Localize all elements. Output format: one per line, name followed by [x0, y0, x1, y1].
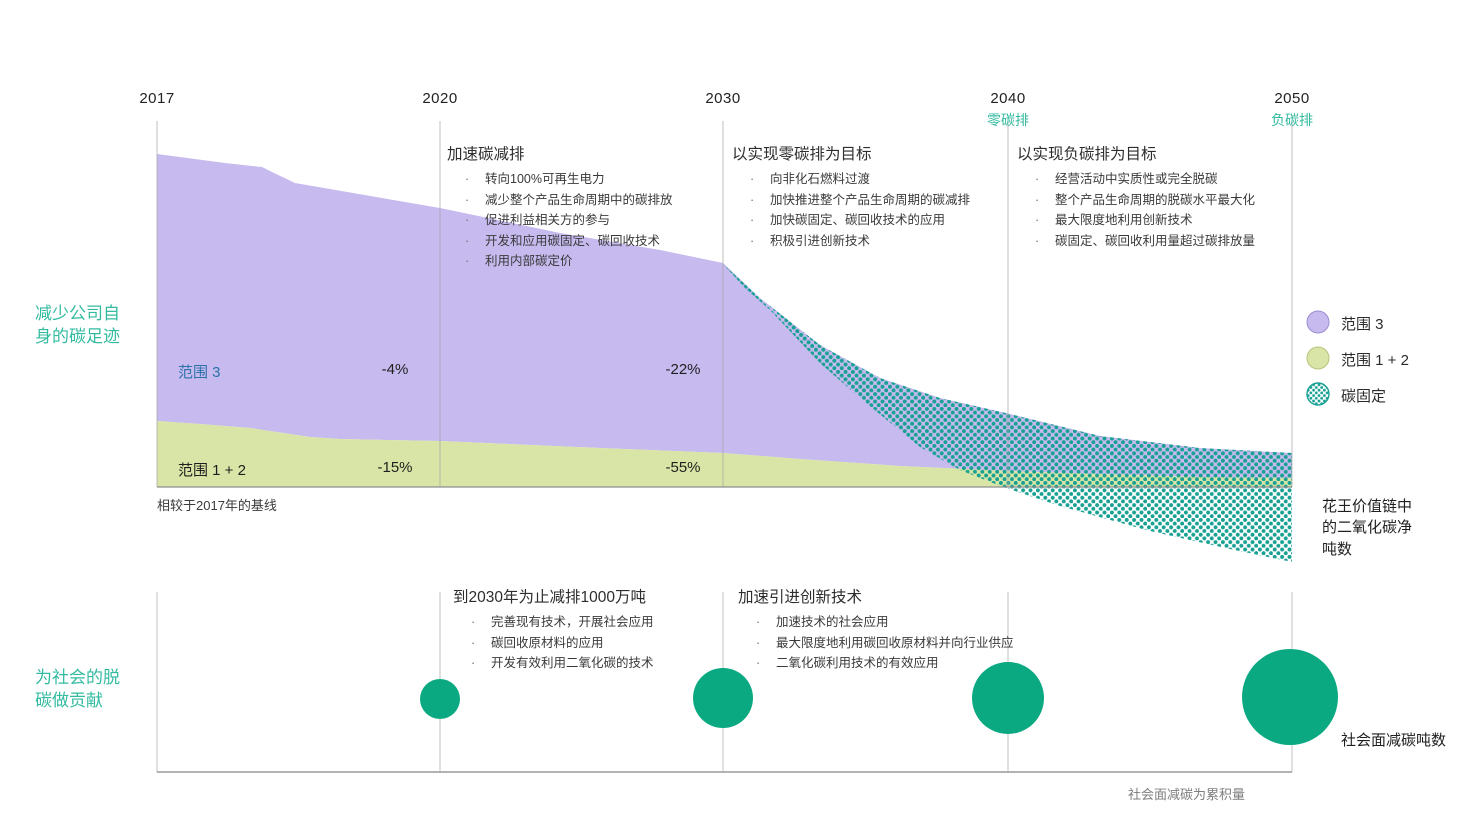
- baseline-note: 相较于2017年的基线: [157, 498, 277, 513]
- bullet-item: 最大限度地利用创新技术: [1017, 210, 1307, 231]
- bullet-item: 碳回收原材料的应用: [453, 633, 743, 654]
- section-title: 到2030年为止减排1000万吨: [453, 589, 646, 606]
- bullet-item: 利用内部碳定价: [447, 251, 737, 272]
- society-bubble-2040: [972, 662, 1044, 734]
- scope12-reduction-2020: -15%: [377, 459, 413, 476]
- bullet-item: 经营活动中实质性或完全脱碳: [1017, 169, 1307, 190]
- bullet-item: 最大限度地利用碳回收原材料并向行业供应: [738, 633, 1028, 654]
- year-label-2030: 2030: [705, 90, 741, 107]
- year-label-2040: 2040: [990, 90, 1026, 107]
- scope12-area: [157, 421, 1292, 487]
- section-bullet-list: 完善现有技术，开展社会应用 碳回收原材料的应用 开发有效利用二氧化碳的技术: [453, 612, 743, 674]
- scope12-area-label: 范围 1 + 2: [178, 462, 246, 479]
- section-accelerate-innovation: 加速引进创新技术 加速技术的社会应用 最大限度地利用碳回收原材料并向行业供应 二…: [738, 585, 1028, 674]
- scope3-reduction-2020: -4%: [381, 361, 409, 378]
- year-label-2017: 2017: [139, 90, 175, 107]
- bullet-item: 开发和应用碳固定、碳回收技术: [447, 231, 737, 252]
- society-bubble-2020: [420, 679, 460, 719]
- section-bullet-list: 加速技术的社会应用 最大限度地利用碳回收原材料并向行业供应 二氧化碳利用技术的有…: [738, 612, 1028, 674]
- bullet-item: 完善现有技术，开展社会应用: [453, 612, 743, 633]
- bullet-item: 开发有效利用二氧化碳的技术: [453, 653, 743, 674]
- net-co2-tons-label: 花王价值链中 的二氧化碳净 吨数: [1322, 498, 1413, 558]
- legend-swatch-scope3: [1306, 310, 1330, 334]
- year-sublabel-2050-negative-carbon: 负碳排: [1271, 112, 1313, 128]
- year-sublabel-2040-zero-carbon: 零碳排: [987, 112, 1029, 128]
- legend-label-scope12: 范围 1 + 2: [1341, 352, 1409, 369]
- legend-label-scope3: 范围 3: [1341, 316, 1384, 333]
- society-tons-label: 社会面减碳吨数: [1341, 732, 1447, 749]
- section-bullet-list: 转向100%可再生电力 减少整个产品生命周期中的碳排放 促进利益相关方的参与 开…: [447, 169, 737, 272]
- section-accelerate-carbon-reduction: 加速碳减排 转向100%可再生电力 减少整个产品生命周期中的碳排放 促进利益相关…: [447, 142, 737, 272]
- legend-label-carbon-fixation: 碳固定: [1341, 388, 1387, 405]
- society-bubble-2030: [693, 668, 753, 728]
- bullet-item: 加快碳固定、碳回收技术的应用: [732, 210, 1022, 231]
- bullet-item: 向非化石燃料过渡: [732, 169, 1022, 190]
- bullet-item: 减少整个产品生命周期中的碳排放: [447, 190, 737, 211]
- section-title: 加速引进创新技术: [738, 589, 863, 606]
- scope3-area-label: 范围 3: [178, 364, 221, 381]
- scope3-reduction-2030: -22%: [665, 361, 701, 378]
- year-label-2050: 2050: [1274, 90, 1310, 107]
- section-bullet-list: 经营活动中实质性或完全脱碳 整个产品生命周期的脱碳水平最大化 最大限度地利用创新…: [1017, 169, 1307, 251]
- section-bullet-list: 向非化石燃料过渡 加快推进整个产品生命周期的碳减排 加快碳固定、碳回收技术的应用…: [732, 169, 1022, 251]
- row-label-society-decarbonization: 为社会的脱 碳做贡献: [35, 668, 120, 710]
- section-reduce-10m-tons-by-2030: 到2030年为止减排1000万吨 完善现有技术，开展社会应用 碳回收原材料的应用…: [453, 585, 743, 674]
- section-zero-carbon-goal: 以实现零碳排为目标 向非化石燃料过渡 加快推进整个产品生命周期的碳减排 加快碳固…: [732, 142, 1022, 251]
- cumulative-note: 社会面减碳为累积量: [1128, 787, 1246, 802]
- bullet-item: 积极引进创新技术: [732, 231, 1022, 252]
- row-label-company-footprint: 减少公司自 身的碳足迹: [35, 304, 120, 346]
- year-label-2020: 2020: [422, 90, 458, 107]
- bullet-item: 加速技术的社会应用: [738, 612, 1028, 633]
- bullet-item: 碳固定、碳回收利用量超过碳排放量: [1017, 231, 1307, 252]
- legend-swatch-carbon-fixation: [1306, 382, 1330, 406]
- bullet-item: 加快推进整个产品生命周期的碳减排: [732, 190, 1022, 211]
- scope3-area: [157, 154, 1292, 478]
- bullet-item: 二氧化碳利用技术的有效应用: [738, 653, 1028, 674]
- section-negative-carbon-goal: 以实现负碳排为目标 经营活动中实质性或完全脱碳 整个产品生命周期的脱碳水平最大化…: [1017, 142, 1307, 251]
- section-title: 以实现负碳排为目标: [1017, 146, 1157, 163]
- section-title: 以实现零碳排为目标: [732, 146, 872, 163]
- bullet-item: 促进利益相关方的参与: [447, 210, 737, 231]
- bullet-item: 转向100%可再生电力: [447, 169, 737, 190]
- bullet-item: 整个产品生命周期的脱碳水平最大化: [1017, 190, 1307, 211]
- scope12-reduction-2030: -55%: [665, 459, 701, 476]
- section-title: 加速碳减排: [447, 146, 525, 163]
- society-bubble-2050: [1242, 649, 1338, 745]
- legend-swatch-scope12: [1306, 346, 1330, 370]
